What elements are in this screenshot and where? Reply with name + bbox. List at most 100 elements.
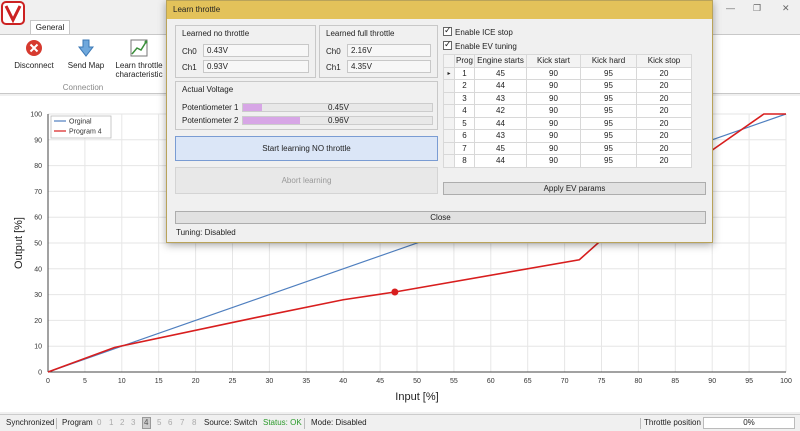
x-tick-label: 10 [118, 378, 126, 385]
table-cell[interactable]: 95 [580, 79, 637, 93]
program-4[interactable]: 4 [144, 418, 149, 427]
start-learning-button[interactable]: Start learning NO throttle [175, 136, 438, 161]
table-cell[interactable]: 20 [636, 91, 692, 105]
learned-no-throttle-group: Learned no throttle Ch0 0.43V Ch1 0.93V [175, 25, 316, 78]
row-indicator [443, 91, 455, 105]
close-dialog-button[interactable]: Close [175, 211, 706, 224]
tab-general[interactable]: General [30, 20, 70, 34]
send-map-button[interactable]: Send Map [64, 39, 108, 70]
table-cell[interactable]: 90 [526, 141, 581, 155]
table-cell[interactable]: 44 [474, 154, 527, 168]
table-cell[interactable]: 43 [474, 91, 527, 105]
enable-ice-stop-checkbox[interactable]: Enable ICE stop [443, 25, 513, 38]
table-cell[interactable]: 45 [474, 141, 527, 155]
enable-ev-tuning-checkbox[interactable]: Enable EV tuning [443, 39, 517, 52]
table-cell[interactable]: 6 [454, 129, 475, 143]
col-header: Prog [454, 54, 475, 68]
table-cell[interactable]: 95 [580, 91, 637, 105]
x-tick-label: 0 [46, 378, 50, 385]
table-cell[interactable]: 20 [636, 79, 692, 93]
abort-learning-button[interactable]: Abort learning [175, 167, 438, 194]
col-header: Engine starts [474, 54, 527, 68]
col-header: Kick stop [636, 54, 692, 68]
y-tick-label: 20 [34, 318, 42, 325]
table-cell[interactable]: 8 [454, 154, 475, 168]
table-row[interactable]: 5 44 90 95 20 [443, 116, 692, 130]
status-separator [640, 418, 641, 429]
table-cell[interactable]: 90 [526, 129, 581, 143]
table-cell[interactable]: 5 [454, 116, 475, 130]
table-row[interactable]: 7 45 90 95 20 [443, 141, 692, 155]
close-icon[interactable]: ✕ [782, 3, 790, 13]
table-cell[interactable]: 20 [636, 66, 692, 80]
table-cell[interactable]: 90 [526, 116, 581, 130]
apply-ev-params-button[interactable]: Apply EV params [443, 182, 706, 195]
table-cell[interactable]: 45 [474, 66, 527, 80]
table-row[interactable]: 4 42 90 95 20 [443, 104, 692, 118]
table-row[interactable]: 3 43 90 95 20 [443, 91, 692, 105]
status-separator [304, 418, 305, 429]
table-cell[interactable]: 90 [526, 104, 581, 118]
sync-status: Synchronized [6, 418, 55, 427]
table-cell[interactable]: 1 [454, 66, 475, 80]
program-7[interactable]: 7 [180, 418, 185, 427]
table-cell[interactable]: 95 [580, 154, 637, 168]
mode-status: Mode: Disabled [311, 418, 367, 427]
source-status: Source: Switch [204, 418, 258, 427]
disconnect-icon [26, 40, 42, 56]
window-controls: — ❐ ✕ [724, 3, 796, 15]
program-2[interactable]: 2 [120, 418, 125, 427]
table-cell[interactable]: 20 [636, 104, 692, 118]
x-tick-label: 75 [598, 378, 606, 385]
y-tick-label: 90 [34, 137, 42, 144]
table-cell[interactable]: 20 [636, 141, 692, 155]
y-axis-label: Output [%] [13, 217, 25, 269]
y-tick-label: 40 [34, 266, 42, 273]
table-row[interactable]: 2 44 90 95 20 [443, 79, 692, 93]
table-cell[interactable]: 2 [454, 79, 475, 93]
table-cell[interactable]: 90 [526, 154, 581, 168]
table-cell[interactable]: 4 [454, 104, 475, 118]
program-3[interactable]: 3 [131, 418, 136, 427]
table-cell[interactable]: 95 [580, 129, 637, 143]
table-row[interactable]: 8 44 90 95 20 [443, 154, 692, 168]
active-program-box[interactable] [142, 417, 151, 429]
table-cell[interactable]: 20 [636, 154, 692, 168]
program-8[interactable]: 8 [192, 418, 197, 427]
table-cell[interactable]: 7 [454, 141, 475, 155]
send-map-label: Send Map [67, 61, 105, 70]
minimize-icon[interactable]: — [726, 3, 735, 13]
table-cell[interactable]: 95 [580, 141, 637, 155]
table-cell[interactable]: 44 [474, 79, 527, 93]
table-cell[interactable]: 95 [580, 116, 637, 130]
table-cell[interactable]: 20 [636, 129, 692, 143]
actual-voltage-group: Actual Voltage Potentiometer 1 0.45V Pot… [175, 81, 438, 130]
row-indicator [443, 141, 455, 155]
table-cell[interactable]: 42 [474, 104, 527, 118]
table-cell[interactable]: 43 [474, 129, 527, 143]
program-5[interactable]: 5 [157, 418, 162, 427]
table-cell[interactable]: 90 [526, 91, 581, 105]
table-cell[interactable]: 95 [580, 104, 637, 118]
table-cell[interactable]: 44 [474, 116, 527, 130]
table-cell[interactable]: 90 [526, 79, 581, 93]
maximize-icon[interactable]: ❐ [753, 3, 762, 13]
ev-params-table[interactable]: Prog Engine starts Kick start Kick hard … [443, 54, 692, 168]
throttle-position-bar: 0% [703, 417, 795, 429]
learn-throttle-button[interactable]: Learn throttle characteristic [112, 39, 166, 79]
full-throttle-ch1-value: 4.35V [347, 60, 431, 73]
program-1[interactable]: 1 [109, 418, 114, 427]
y-tick-label: 100 [30, 112, 42, 119]
legend-label: Orginal [69, 119, 92, 126]
table-cell[interactable]: 95 [580, 66, 637, 80]
disconnect-button[interactable]: Disconnect [6, 39, 62, 70]
table-cell[interactable]: 3 [454, 91, 475, 105]
table-cell[interactable]: 20 [636, 116, 692, 130]
table-cell[interactable]: 90 [526, 66, 581, 80]
program-0[interactable]: 0 [97, 418, 102, 427]
checkbox-checked[interactable] [443, 25, 452, 36]
table-row[interactable]: 6 43 90 95 20 [443, 129, 692, 143]
table-row[interactable]: ▸ 1 45 90 95 20 [443, 66, 692, 80]
program-6[interactable]: 6 [168, 418, 173, 427]
checkbox-checked[interactable] [443, 39, 452, 50]
